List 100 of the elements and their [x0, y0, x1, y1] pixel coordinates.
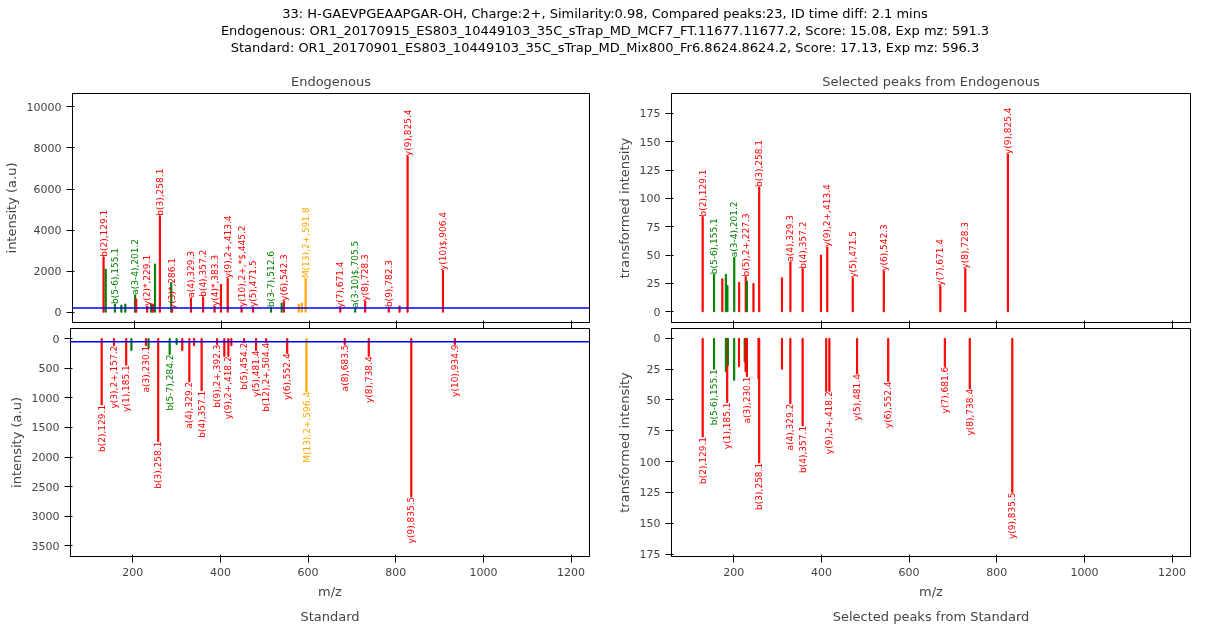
x-tick-label: 1000	[1070, 565, 1099, 579]
data-label: y(1),185.1	[121, 365, 132, 412]
y-tick-label: 1500	[31, 421, 60, 435]
data-label: y(9),2+,413.4	[222, 215, 233, 279]
x-tick-label: 200	[122, 565, 144, 579]
data-label: y(9),2+,418.2	[223, 356, 234, 420]
y-tick-label: 50	[646, 249, 661, 263]
y-tick-label: 0	[653, 332, 661, 346]
y-axis-title: transformed intensity	[616, 371, 632, 513]
chart-subtitle: Endogenous	[290, 73, 372, 89]
data-label: y(10)$,906.4	[437, 211, 448, 271]
data-label: y(9),825.4	[402, 109, 413, 157]
data-label: b(9),2+,392.3	[212, 344, 223, 408]
data-label: y(3)*,286.1	[167, 257, 178, 310]
x-tick-label: 400	[209, 565, 231, 579]
y-tick-label: 75	[646, 424, 661, 438]
x-axis-title: m/z	[919, 583, 944, 599]
x-tick-label: 400	[810, 565, 832, 579]
data-label: b(9),782.3	[383, 260, 394, 308]
y-axis-title: transformed intensity	[616, 137, 632, 279]
chart-title: 33: H-GAEVPGEAAPGAR-OH, Charge:2+, Similarity:0.98, Compared peaks:23, ID time diff: 2.1 mins Endogenous: OR1_20170915_ES803_10449103_35C_sTrap_MD_MCF7_FT.11677.11677.2, Score: 15.08, Exp mz: 591.3 Standard: OR1_20170901_ES803_10449103_35C_sTrap_MD_Mix800_Fr6.8624.8624.2, Score: 17.13, Exp mz: 596.3	[220, 5, 990, 56]
y-tick-label: 3000	[31, 510, 60, 524]
y-tick-label: 0	[54, 306, 62, 320]
y-axis-title: intensity (a.u)	[3, 162, 19, 254]
text: Selected peaks from Standard	[832, 608, 1030, 624]
y-tick-label: 2500	[31, 480, 60, 494]
x-axis-title: m/z	[318, 583, 343, 599]
data-label: b(5),454.2	[239, 342, 250, 390]
data-label: y(7),671.4	[335, 261, 346, 309]
y-tick-label: 0	[653, 305, 661, 319]
data-label: y(10),2+,*$,445.2	[236, 225, 247, 308]
data-label: y(2)*,229.1	[142, 254, 153, 307]
data-label: y(9),835.5	[406, 496, 417, 544]
data-label: a(4),329.3	[185, 250, 196, 298]
data-label: y(9),825.4	[1002, 107, 1013, 155]
data-label: b(4),357.2	[797, 221, 808, 269]
data-label: y(7),681.6	[939, 366, 950, 414]
y-tick-label: 150	[639, 135, 661, 149]
data-label: b(5-6),155.1	[709, 369, 720, 426]
data-label: b(2),129.1	[697, 436, 708, 485]
data-label: y(8),738.4	[363, 356, 374, 404]
data-label: b(4),357.1	[797, 425, 808, 473]
data-label: b(2),129.1	[697, 169, 708, 217]
y-tick-label: 125	[639, 164, 661, 178]
data-label: y(5),471.5	[248, 260, 259, 308]
y-tick-label: 100	[639, 455, 661, 469]
data-label: y(1),185.1	[722, 402, 733, 450]
data-label: y(8),728.3	[960, 221, 971, 269]
data-label: a(3),230.1	[140, 345, 151, 393]
data-label: y(5),481.4	[251, 350, 262, 398]
data-label: y(9),835.5	[1007, 492, 1018, 540]
x-tick-label: 800	[385, 565, 407, 579]
data-label: y(6),552.4	[883, 381, 894, 429]
y-tick-label: 10000	[26, 100, 62, 114]
data-label: y(4)*,383.3	[209, 254, 220, 307]
y-tick-label: 6000	[33, 183, 62, 196]
data-label: b(5-7),284.2	[164, 354, 175, 411]
x-tick-label: 1000	[469, 565, 498, 579]
data-label: y(6),552.4	[282, 353, 293, 401]
y-tick-label: 3500	[31, 539, 60, 553]
data-label: y(8),728.3	[360, 254, 371, 301]
data-label: b(4),357.2	[198, 249, 209, 297]
x-tick-label: 200	[723, 565, 745, 579]
data-label: b(5-6),155.1	[109, 247, 120, 305]
data-label: y(3),2+,157.2	[108, 345, 119, 409]
data-label: b(3),258.1	[153, 441, 164, 489]
y-tick-label: 4000	[33, 224, 62, 238]
y-tick-label: 1000	[31, 391, 60, 405]
data-label: a(3-4),201.2	[130, 238, 141, 295]
y-tick-label: 50	[646, 393, 661, 407]
data-label: b(3),258.1	[754, 462, 765, 510]
data-label: a(3),230.1	[741, 376, 752, 424]
data-label: M(13),2+,596.4	[301, 391, 312, 463]
x-tick-label: 600	[297, 565, 319, 579]
data-label: y(10),934.9	[449, 344, 460, 397]
y-tick-label: 2000	[33, 265, 62, 279]
x-tick-label: 800	[986, 565, 1008, 579]
data-label: y(6),542.3	[278, 254, 289, 301]
y-tick-label: 8000	[33, 141, 62, 155]
data-label: a(4),329.2	[785, 403, 796, 451]
data-label: b(3),258.1	[154, 168, 165, 216]
data-label: y(9),2+,413.4	[822, 184, 833, 248]
x-tick-label: 1200	[557, 565, 586, 579]
y-tick-label: 25	[646, 277, 661, 291]
y-tick-label: 125	[639, 486, 661, 500]
data-label: y(8),738.4	[964, 388, 975, 436]
y-tick-label: 25	[646, 363, 661, 377]
data-label: b(5-6),155.1	[709, 218, 720, 275]
data-label: b(12),2+,504.4	[261, 342, 272, 412]
y-tick-label: 175	[639, 548, 661, 562]
data-label: b(3),258.1	[754, 139, 765, 188]
text: Standard	[300, 608, 360, 624]
data-label: a(4),329.3	[785, 214, 796, 262]
y-axis-title: intensity (a.u)	[8, 397, 24, 488]
y-tick-label: 0	[52, 332, 60, 346]
data-label: y(7),671.4	[935, 238, 946, 286]
data-label: y(9),2+,418.2	[824, 391, 835, 455]
data-label: y(6),542.3	[878, 224, 889, 271]
y-tick-label: 100	[639, 192, 661, 206]
data-label: a(3-10)$,705.5	[350, 240, 361, 309]
